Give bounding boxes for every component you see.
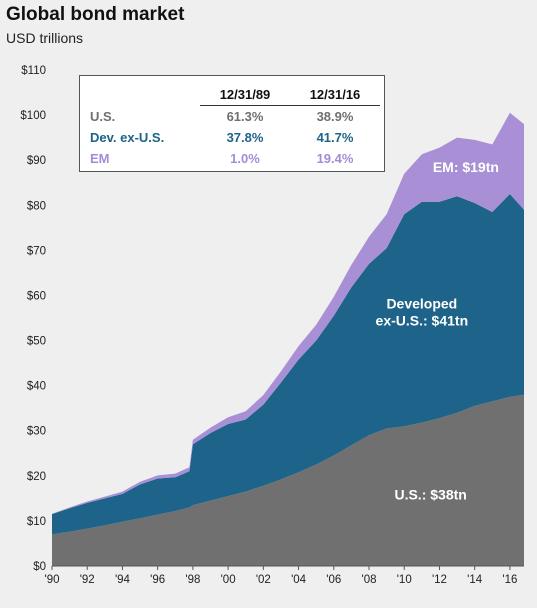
y-tick-label: $90 — [27, 155, 46, 167]
legend-header-1989: 12/31/89 — [200, 84, 290, 106]
y-tick-label: $0 — [33, 561, 46, 573]
x-tick-label: '10 — [397, 574, 412, 586]
area-label-em: EM: $19tn — [433, 159, 499, 175]
legend-row-us: U.S. 61.3% 38.9% — [86, 106, 380, 128]
y-tick-label: $10 — [27, 516, 46, 528]
y-tick-label: $30 — [27, 426, 46, 438]
x-tick-label: '04 — [291, 574, 307, 586]
legend-em-2016: 19.4% — [316, 151, 354, 166]
x-tick-label: '12 — [432, 574, 447, 586]
legend-name-us: U.S. — [90, 108, 116, 124]
x-tick-label: '14 — [467, 574, 483, 586]
legend-name-em: EM — [90, 151, 110, 166]
x-tick-label: '90 — [45, 574, 60, 586]
legend-header-2016: 12/31/16 — [290, 84, 380, 106]
legend-us-2016: 38.9% — [316, 109, 354, 124]
area-label-dev: ex-U.S.: $41tn — [376, 313, 469, 329]
axis-layer: $0 $10 $20 $30 $40 $50 $60 $70 $80 $90 $100 $110 '90… — [20, 65, 524, 586]
legend-row-em: EM 1.0% 19.4% — [86, 148, 380, 169]
legend-em-1989: 1.0% — [230, 151, 260, 166]
x-tick-label: '02 — [256, 574, 271, 586]
y-tick-label: $40 — [27, 381, 46, 393]
legend-header-blank — [86, 84, 200, 106]
y-tick-label: $50 — [27, 336, 46, 348]
x-tick-label: '92 — [80, 574, 95, 586]
legend-table-box: 12/31/89 12/31/16 U.S. 61.3% 38.9% Dev. … — [79, 75, 385, 172]
legend-row-dev: Dev. ex-U.S. 37.8% 41.7% — [86, 127, 380, 148]
area-label-us: U.S.: $38tn — [394, 486, 466, 502]
x-tick-label: '00 — [221, 574, 236, 586]
y-tick-label: $80 — [27, 200, 46, 212]
area-us — [52, 394, 524, 566]
area-em — [52, 112, 524, 515]
chart-subtitle: USD trillions — [6, 30, 84, 46]
y-tick-label: $20 — [27, 471, 46, 483]
area-label-dev: Developed — [386, 296, 457, 312]
legend-dev-1989: 37.8% — [226, 130, 264, 145]
chart-title: Global bond market — [6, 4, 185, 25]
legend-us-1989: 61.3% — [226, 109, 264, 124]
legend-name-dev: Dev. ex-U.S. — [90, 130, 165, 145]
legend-dev-2016: 41.7% — [316, 130, 354, 145]
y-tick-label: $60 — [27, 290, 46, 302]
y-tick-label: $110 — [21, 65, 46, 77]
x-tick-label: '96 — [150, 574, 165, 586]
y-tick-label: $70 — [27, 245, 46, 257]
legend-table: 12/31/89 12/31/16 U.S. 61.3% 38.9% Dev. … — [86, 84, 380, 169]
x-tick-label: '08 — [362, 574, 377, 586]
x-tick-label: '16 — [502, 574, 517, 586]
legend-header-row: 12/31/89 12/31/16 — [86, 84, 380, 106]
area-layer — [52, 112, 524, 566]
y-tick-label: $100 — [20, 110, 46, 122]
x-tick-label: '98 — [185, 574, 200, 586]
x-tick-label: '06 — [326, 574, 341, 586]
area-dev — [52, 194, 524, 535]
x-tick-label: '94 — [115, 574, 131, 586]
